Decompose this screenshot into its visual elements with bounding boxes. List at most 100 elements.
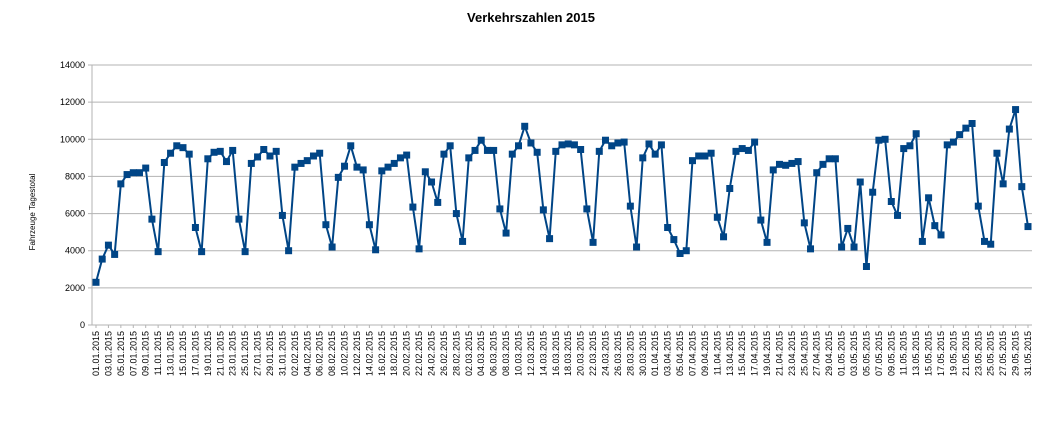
x-tick-label: 31.05.2015	[1023, 331, 1033, 376]
x-tick-label: 05.04.2015	[675, 331, 685, 376]
x-tick-label: 17.04.2015	[750, 331, 760, 376]
x-tick-label: 04.03.2015	[476, 331, 486, 376]
data-point	[142, 164, 150, 172]
x-tick-label: 17.05.2015	[936, 331, 946, 376]
data-point	[1005, 125, 1013, 133]
data-point	[707, 149, 715, 157]
data-point	[993, 149, 1001, 157]
x-tick-label: 13.05.2015	[911, 331, 921, 376]
x-tick-label: 29.05.2015	[1011, 331, 1021, 376]
data-point	[297, 159, 305, 167]
y-tick-label: 10000	[60, 134, 85, 144]
x-tick-label: 11.01.2015	[153, 331, 163, 375]
data-point	[185, 150, 193, 158]
data-point	[434, 198, 442, 206]
data-point	[912, 130, 920, 138]
x-tick-label: 15.01.2015	[178, 331, 188, 376]
x-tick-label: 23.05.2015	[973, 331, 983, 376]
data-point	[552, 147, 560, 155]
data-point	[850, 243, 858, 251]
x-tick-label: 02.02.2015	[290, 331, 300, 376]
x-tick-label: 01.05.2015	[837, 331, 847, 376]
data-point	[521, 122, 529, 130]
data-point	[421, 168, 429, 176]
data-point	[428, 178, 436, 186]
data-point	[515, 142, 523, 150]
data-point	[372, 246, 380, 254]
x-tick-label: 05.05.2015	[861, 331, 871, 376]
data-point	[670, 236, 678, 244]
data-point	[1012, 106, 1020, 114]
y-tick-label: 6000	[65, 209, 85, 219]
data-point	[769, 166, 777, 174]
x-tick-label: 07.01.2015	[128, 331, 138, 376]
x-tick-label: 08.03.2015	[501, 331, 511, 376]
data-point	[794, 158, 802, 166]
data-point	[341, 162, 349, 170]
chart-title: Verkehrszahlen 2015	[467, 10, 595, 25]
data-point	[527, 139, 535, 147]
data-point	[676, 250, 684, 257]
x-tick-label: 27.05.2015	[998, 331, 1008, 376]
x-tick-label: 27.01.2015	[253, 331, 263, 376]
data-point	[359, 166, 367, 174]
data-point	[688, 157, 696, 165]
data-point	[962, 124, 970, 132]
data-point	[651, 150, 659, 158]
x-tick-label: 06.03.2015	[489, 331, 499, 376]
data-point	[564, 140, 572, 148]
x-tick-label: 10.03.2015	[514, 331, 524, 376]
data-point	[695, 152, 703, 160]
data-point	[925, 194, 933, 202]
x-tick-label: 20.03.2015	[576, 331, 586, 376]
data-point	[956, 131, 964, 139]
data-point	[409, 203, 417, 211]
data-point	[533, 148, 541, 156]
y-tick-label: 2000	[65, 283, 85, 293]
x-tick-label: 19.04.2015	[762, 331, 772, 376]
data-point	[508, 150, 516, 158]
data-point	[471, 146, 479, 154]
data-point	[477, 136, 485, 144]
x-axis-ticks: 01.01.2015 03.01.2015 05.01.2015 07.01.2015…	[91, 325, 1033, 376]
data-point	[179, 144, 187, 152]
x-tick-label: 23.01.2015	[228, 331, 238, 376]
data-point	[577, 146, 585, 153]
data-point	[645, 140, 653, 148]
data-point	[160, 159, 168, 166]
x-tick-label: 14.02.2015	[364, 331, 374, 376]
x-tick-label: 06.02.2015	[315, 331, 325, 376]
data-point	[465, 154, 473, 162]
data-point	[664, 224, 672, 231]
data-point	[266, 152, 274, 160]
data-point	[403, 151, 411, 159]
data-point	[825, 155, 833, 163]
x-tick-label: 31.01.2015	[277, 331, 287, 376]
data-point	[838, 243, 846, 251]
x-tick-label: 28.02.2015	[451, 331, 461, 376]
data-point	[831, 155, 839, 163]
data-point	[981, 237, 989, 245]
y-axis-label: Fahrzeuge Tagestotal	[28, 173, 37, 250]
data-point	[614, 139, 622, 147]
data-point	[626, 202, 634, 210]
data-point	[682, 247, 690, 255]
data-point	[608, 142, 616, 150]
data-point	[117, 180, 125, 188]
data-point	[303, 157, 311, 165]
x-tick-label: 12.03.2015	[526, 331, 536, 376]
x-tick-label: 17.01.2015	[190, 331, 200, 376]
data-point	[204, 155, 212, 163]
data-point	[316, 149, 324, 157]
data-point	[881, 135, 889, 143]
x-tick-label: 19.05.2015	[948, 331, 958, 376]
x-tick-label: 15.05.2015	[924, 331, 934, 376]
data-point	[999, 180, 1007, 188]
data-point	[726, 185, 734, 192]
data-point	[738, 145, 746, 153]
data-point	[198, 248, 206, 256]
data-point	[111, 250, 119, 258]
x-tick-label: 01.01.2015	[91, 331, 101, 376]
data-point	[1018, 183, 1026, 191]
x-tick-label: 07.04.2015	[687, 331, 697, 376]
